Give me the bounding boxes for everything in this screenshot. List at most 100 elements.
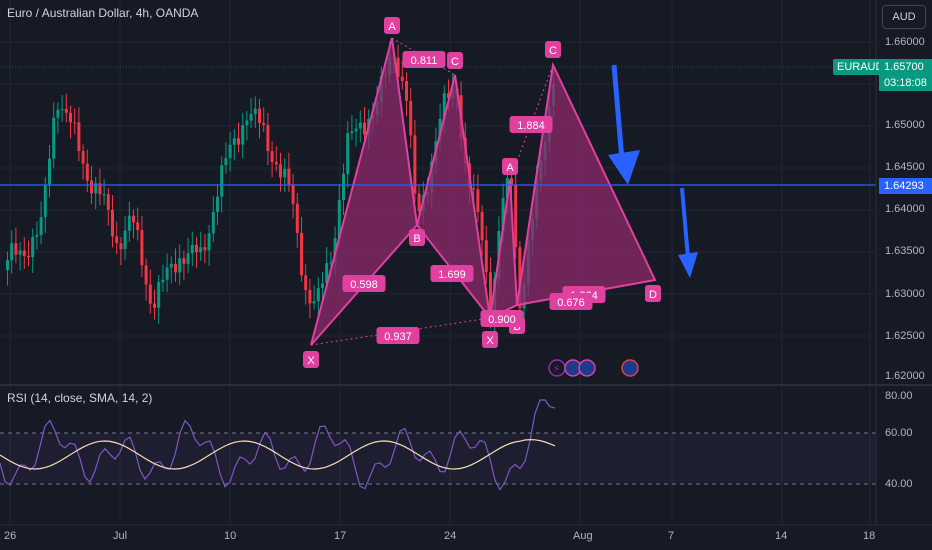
candle xyxy=(182,250,186,280)
ratio-label: 0.676 xyxy=(549,293,593,310)
svg-text:1.699: 1.699 xyxy=(438,269,466,281)
candle xyxy=(43,177,47,233)
svg-text:0.937: 0.937 xyxy=(384,331,412,343)
price-tick: 1.63500 xyxy=(885,245,925,257)
harmonic-patterns: XABCDXABC0.8110.5981.6990.9371.8840.9001… xyxy=(303,17,661,368)
candle xyxy=(31,228,35,273)
price-tick: 1.62000 xyxy=(885,370,925,382)
candle xyxy=(115,221,119,255)
point-label-c: C xyxy=(447,52,463,69)
svg-text:0.900: 0.900 xyxy=(488,314,516,326)
candle xyxy=(342,163,345,216)
candle xyxy=(136,207,140,241)
horizontal-line-price-tag: 1.64293 xyxy=(879,178,932,194)
candle xyxy=(190,231,194,267)
price-tick: 1.66000 xyxy=(885,36,925,48)
point-label-b: B xyxy=(409,229,425,246)
svg-text:B: B xyxy=(413,233,420,245)
price-tick: 1.64500 xyxy=(885,161,925,173)
candle xyxy=(56,102,60,134)
candle xyxy=(178,244,182,285)
candle xyxy=(157,275,161,324)
price-tick: 1.62500 xyxy=(885,330,925,342)
candle xyxy=(279,152,282,192)
rsi-ma-line xyxy=(0,438,556,470)
svg-text:1.884: 1.884 xyxy=(517,120,545,132)
symbol-title: Euro / Australian Dollar, 4h, OANDA xyxy=(7,6,199,20)
candle xyxy=(195,236,198,268)
time-tick: 10 xyxy=(224,530,237,542)
point-label-a: A xyxy=(384,17,400,34)
svg-text:A: A xyxy=(388,21,396,33)
candle xyxy=(132,209,135,239)
candle xyxy=(94,176,98,210)
time-tick: 26 xyxy=(4,530,17,542)
candle xyxy=(321,271,324,303)
svg-text:0.676: 0.676 xyxy=(557,297,585,309)
candle xyxy=(224,142,228,174)
price-tick: 1.64000 xyxy=(885,203,925,215)
candle xyxy=(266,112,270,166)
candle xyxy=(18,242,22,271)
flag-au-icon xyxy=(578,359,596,377)
flag-au-icon xyxy=(621,359,639,377)
countdown-tag: 03:18:08 xyxy=(879,75,932,91)
candle xyxy=(186,237,190,274)
svg-text:C: C xyxy=(451,56,459,68)
candle xyxy=(77,107,81,162)
currency-button[interactable]: AUD xyxy=(882,5,926,29)
candle xyxy=(102,179,106,205)
candle xyxy=(472,174,476,202)
point-label-x: X xyxy=(482,331,498,348)
candle xyxy=(64,93,68,123)
time-tick: 14 xyxy=(775,530,788,542)
candle xyxy=(144,258,148,301)
candle xyxy=(81,144,85,180)
time-tick: Aug xyxy=(573,530,593,542)
candle xyxy=(14,227,18,264)
rsi-line xyxy=(0,399,556,491)
candle xyxy=(39,201,43,245)
candle xyxy=(312,285,316,310)
candle xyxy=(350,115,354,141)
ratio-label: 0.937 xyxy=(376,327,420,344)
candle xyxy=(127,201,131,243)
ratio-label: 1.884 xyxy=(509,116,553,133)
price-tick: 1.65000 xyxy=(885,119,925,131)
candle xyxy=(283,158,287,193)
candle xyxy=(48,145,51,198)
price-tick: 1.63000 xyxy=(885,288,925,300)
time-tick: 7 xyxy=(668,530,675,542)
svg-text:X: X xyxy=(486,335,494,347)
candle xyxy=(123,215,127,260)
candle xyxy=(316,277,320,316)
candle xyxy=(300,216,303,282)
candle xyxy=(346,121,350,188)
time-tick: 24 xyxy=(444,530,457,542)
rsi-tick: 80.00 xyxy=(885,390,913,402)
rsi-tick: 40.00 xyxy=(885,478,913,490)
candle xyxy=(111,195,114,248)
point-label-a: A xyxy=(502,158,518,175)
candle xyxy=(400,61,404,90)
candle xyxy=(98,168,102,206)
candle xyxy=(60,95,64,122)
candle xyxy=(161,264,165,293)
time-tick: 17 xyxy=(334,530,347,542)
candle xyxy=(6,251,9,286)
candle xyxy=(287,152,291,192)
candle xyxy=(270,141,274,178)
candle xyxy=(249,98,253,129)
ratio-label: 1.699 xyxy=(430,265,474,282)
down-arrow-icon xyxy=(678,187,698,278)
candle xyxy=(216,183,219,226)
svg-text:A: A xyxy=(506,162,514,174)
candle xyxy=(413,119,417,203)
candle xyxy=(27,240,30,267)
candle xyxy=(237,122,240,153)
candle xyxy=(207,224,211,266)
candle xyxy=(291,173,295,219)
candle xyxy=(358,110,362,143)
rsi-indicator-title[interactable]: RSI (14, close, SMA, 14, 2) xyxy=(7,391,153,405)
